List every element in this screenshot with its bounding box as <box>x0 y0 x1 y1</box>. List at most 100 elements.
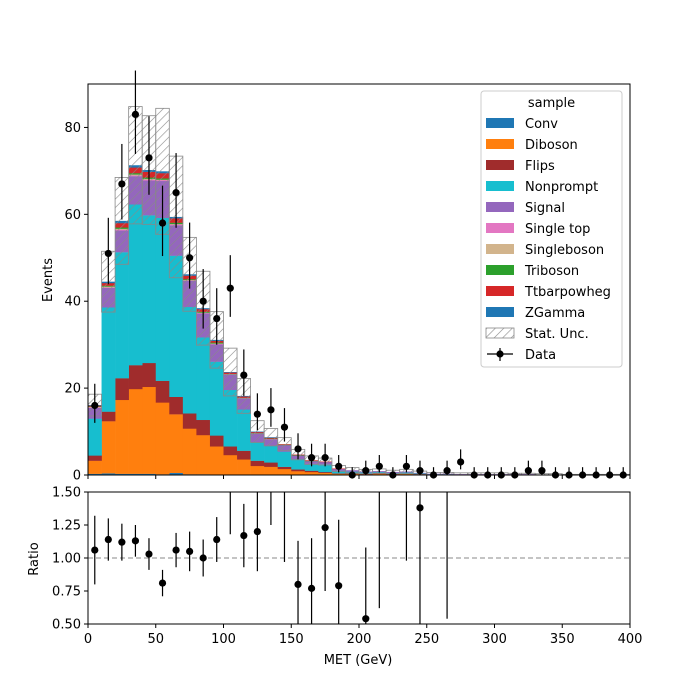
data-point <box>402 462 411 470</box>
x-tick-label: 250 <box>414 632 439 647</box>
bar-nonprompt <box>128 204 143 366</box>
ratio-point <box>186 547 194 556</box>
ratio-point <box>307 584 316 592</box>
data-point <box>158 219 167 227</box>
bar-flips <box>101 411 116 422</box>
bar-diboson <box>331 473 346 475</box>
stat-unc-box <box>223 347 238 397</box>
legend-swatch-stat-unc <box>485 327 515 339</box>
data-point <box>104 249 112 258</box>
bar-conv <box>88 473 102 475</box>
legend-swatch-ttbarpowheg <box>486 286 514 296</box>
legend-swatch-diboson <box>486 139 514 149</box>
data-point <box>375 462 383 470</box>
bar-diboson <box>142 386 157 474</box>
bar-nonprompt <box>88 418 102 456</box>
bar-diboson <box>182 428 197 475</box>
stat-unc-box <box>263 428 279 447</box>
legend-label-flips: Flips <box>525 159 555 174</box>
ratio-point <box>158 579 167 587</box>
bar-diboson <box>304 471 319 475</box>
data-point <box>118 180 126 188</box>
bar-diboson <box>237 459 251 475</box>
bar-diboson <box>128 388 143 474</box>
x-tick-label: 300 <box>482 632 507 647</box>
legend-box <box>480 90 623 368</box>
data-point <box>240 371 248 379</box>
data-point <box>145 154 153 162</box>
data-point <box>389 471 397 479</box>
bar-diboson <box>196 435 211 475</box>
bar-diboson <box>372 473 387 475</box>
data-point <box>186 254 194 262</box>
bar-nonprompt <box>209 361 224 436</box>
ratio-points <box>91 492 448 624</box>
ratio-point <box>253 528 261 536</box>
legend-swatch-flips <box>486 160 514 170</box>
legend-swatch-conv <box>486 118 514 128</box>
data-point <box>335 462 343 470</box>
data-point <box>280 423 289 431</box>
x-tick-label: 350 <box>550 632 575 647</box>
legend-swatch-signal <box>486 202 514 212</box>
legend-swatch-nonprompt <box>486 181 514 191</box>
bar-flips <box>331 473 346 474</box>
bar-diboson <box>277 468 292 475</box>
x-tick-label: 400 <box>618 632 643 647</box>
bar-flips <box>128 365 143 390</box>
legend-label-triboson: Triboson <box>524 264 579 279</box>
bar-nonprompt <box>169 255 184 397</box>
legend-swatch-singleboson <box>486 244 514 254</box>
bar-flips <box>264 462 278 467</box>
bar-diboson <box>155 402 170 475</box>
legend-label-ttbarpowheg: Ttbarpowheg <box>524 285 611 300</box>
x-tick-label: 150 <box>279 632 304 647</box>
data-point <box>470 471 478 479</box>
ratio-point <box>91 546 99 554</box>
bar-diboson <box>101 421 116 474</box>
data-point <box>226 284 234 292</box>
ratio-plot-panel: 0.50 0.75 1.00 1.25 1.50 0 50 100 150 200 250 300 35… <box>52 486 643 648</box>
data-point <box>457 458 465 466</box>
y-tick-label-ratio: 1.50 <box>52 486 81 501</box>
bar-flips <box>304 470 319 473</box>
bar-flips <box>223 446 238 456</box>
bar-diboson <box>169 414 184 474</box>
y-tick-label-main: 0 <box>73 469 81 484</box>
legend-swatch-zgamma <box>486 307 514 317</box>
bar-diboson <box>318 472 333 475</box>
y-tick-label-main: 40 <box>64 295 81 310</box>
bar-diboson <box>88 460 102 474</box>
data-point <box>307 454 316 462</box>
ratio-point <box>335 582 343 590</box>
bar-nonprompt <box>277 451 292 467</box>
ratio-point <box>172 546 180 554</box>
legend-title: sample <box>528 96 575 111</box>
data-point <box>443 467 451 475</box>
y-axis-label-ratio: Ratio <box>27 542 42 575</box>
bar-nonprompt <box>101 307 116 412</box>
y-tick-label-main: 80 <box>64 121 81 136</box>
x-tick-label: 50 <box>147 632 164 647</box>
ratio-point <box>416 504 424 512</box>
ratio-point <box>294 580 302 589</box>
bar-diboson <box>399 473 414 475</box>
y-tick-label-ratio: 0.50 <box>52 618 81 633</box>
ratio-point <box>213 535 221 544</box>
bar-flips <box>169 396 184 415</box>
data-point <box>497 471 505 479</box>
data-points <box>91 70 627 479</box>
data-point <box>267 406 275 414</box>
bar-diboson <box>223 455 238 475</box>
data-point <box>551 471 560 479</box>
data-point <box>429 471 438 479</box>
bar-flips <box>155 380 170 403</box>
data-point <box>321 454 329 462</box>
bar-conv <box>142 473 157 475</box>
data-point <box>538 467 546 475</box>
legend-label-singleboson: Singleboson <box>525 243 604 258</box>
data-point <box>565 471 573 479</box>
legend-label-single-top: Single top <box>525 222 590 237</box>
bar-nonprompt <box>182 306 197 414</box>
